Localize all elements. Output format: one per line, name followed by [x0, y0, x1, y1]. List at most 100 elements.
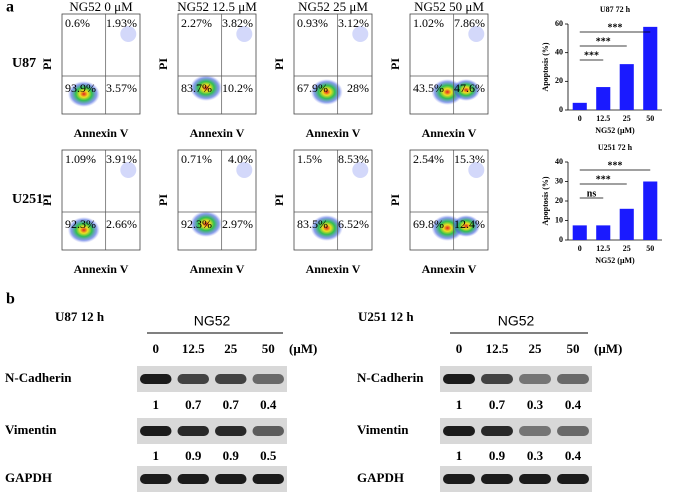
- quadrant-percent: 10.2%: [222, 81, 253, 95]
- significance-label: ***: [608, 160, 623, 171]
- quadrant-percent: 1.5%: [297, 152, 322, 166]
- dose-label: 12.5: [182, 341, 205, 356]
- bar: [619, 64, 634, 110]
- quadrant-percent: 2.97%: [222, 217, 253, 231]
- quadrant-percent: 43.5%: [413, 81, 444, 95]
- protein-label: Vimentin: [357, 422, 409, 437]
- quadrant-percent: 1.02%: [413, 16, 444, 30]
- quadrant-percent: 0.71%: [181, 152, 212, 166]
- x-axis-label: Annexin V: [74, 262, 129, 276]
- y-tick-label: 0: [559, 235, 563, 244]
- x-axis-label: Annexin V: [190, 126, 245, 140]
- band: [519, 474, 551, 484]
- band: [177, 426, 209, 436]
- x-tick-label: 50: [646, 244, 654, 253]
- band: [481, 426, 513, 436]
- quadrant-percent: 12.4%: [454, 217, 485, 231]
- band-ratio: 0.7: [223, 397, 240, 412]
- quadrant-percent: 1.93%: [106, 16, 137, 30]
- scatter-haze: [352, 162, 369, 178]
- treatment-label: NG52: [194, 313, 231, 329]
- density-cloud: [67, 81, 100, 107]
- density-cloud: [452, 79, 481, 101]
- band: [252, 474, 284, 484]
- significance-label: ***: [596, 36, 611, 47]
- band-ratio: 1: [456, 448, 463, 463]
- y-axis-label: PI: [156, 194, 170, 206]
- quadrant-percent: 69.8%: [413, 217, 444, 231]
- band: [177, 474, 209, 484]
- condition-title: NG52 25 μM: [298, 0, 368, 14]
- band: [215, 426, 247, 436]
- band: [252, 426, 284, 436]
- y-tick-label: 30: [555, 176, 563, 185]
- y-axis-label: PI: [272, 194, 286, 206]
- quadrant-percent: 2.27%: [181, 16, 212, 30]
- x-axis-label: Annexin V: [74, 126, 129, 140]
- band: [481, 474, 513, 484]
- y-tick-label: 40: [555, 47, 563, 56]
- dose-label: 50: [262, 341, 275, 356]
- protein-label: N-Cadherin: [5, 370, 72, 385]
- y-tick-label: 40: [555, 157, 563, 166]
- band: [557, 374, 589, 384]
- bar: [643, 26, 658, 110]
- quadrant-percent: 92.3%: [65, 217, 96, 231]
- bar: [643, 181, 658, 240]
- y-tick-label: 20: [555, 76, 563, 85]
- band: [557, 426, 589, 436]
- band-ratio: 1: [153, 397, 160, 412]
- density-cloud: [67, 217, 100, 243]
- quadrant-percent: 7.86%: [454, 16, 485, 30]
- band: [215, 374, 247, 384]
- y-axis-label: PI: [40, 58, 54, 70]
- x-axis-label: NG52 (μM): [595, 126, 635, 135]
- band: [443, 474, 475, 484]
- x-axis-label: Annexin V: [422, 126, 477, 140]
- band-ratio: 0.4: [260, 397, 277, 412]
- bar: [572, 225, 587, 240]
- dose-label: 0: [456, 341, 463, 356]
- dose-label: 12.5: [486, 341, 509, 356]
- panel-label: b: [6, 291, 15, 308]
- scatter-haze: [236, 162, 253, 178]
- x-axis-label: Annexin V: [422, 262, 477, 276]
- quadrant-percent: 8.53%: [338, 152, 369, 166]
- treatment-label: NG52: [498, 313, 535, 329]
- significance-label: ns: [587, 188, 597, 199]
- dose-label: 25: [224, 341, 238, 356]
- quadrant-percent: 6.52%: [338, 217, 369, 231]
- y-axis-label: PI: [388, 194, 402, 206]
- quadrant-percent: 15.3%: [454, 152, 485, 166]
- density-cloud: [190, 211, 223, 237]
- quadrant-percent: 1.09%: [65, 152, 96, 166]
- y-tick-label: 0: [559, 105, 563, 114]
- band: [481, 374, 513, 384]
- condition-title: NG52 50 μM: [414, 0, 484, 14]
- quadrant-percent: 3.91%: [106, 152, 137, 166]
- quadrant-percent: 93.9%: [65, 81, 96, 95]
- x-tick-label: 12.5: [596, 244, 610, 253]
- quadrant-percent: 83.7%: [181, 81, 212, 95]
- band-ratio: 0.7: [185, 397, 202, 412]
- condition-title: NG52 12.5 μM: [177, 0, 257, 14]
- band-ratio: 0.5: [260, 448, 277, 463]
- y-axis-label: Apoptosis (%): [541, 176, 550, 225]
- bar: [572, 102, 587, 110]
- scatter-haze: [468, 26, 485, 42]
- row-label: U251: [12, 192, 43, 207]
- quadrant-percent: 28%: [347, 81, 369, 95]
- significance-label: ***: [584, 50, 599, 61]
- x-tick-label: 50: [646, 114, 654, 123]
- scatter-haze: [120, 162, 137, 178]
- band: [443, 374, 475, 384]
- scatter-haze: [468, 162, 485, 178]
- x-axis-label: Annexin V: [190, 262, 245, 276]
- band-ratio: 1: [153, 448, 160, 463]
- density-cloud: [190, 75, 223, 101]
- unit-label: (μM): [594, 341, 622, 356]
- y-axis-label: PI: [388, 58, 402, 70]
- band: [252, 374, 284, 384]
- band-ratio: 0.7: [489, 397, 506, 412]
- bar: [596, 87, 611, 110]
